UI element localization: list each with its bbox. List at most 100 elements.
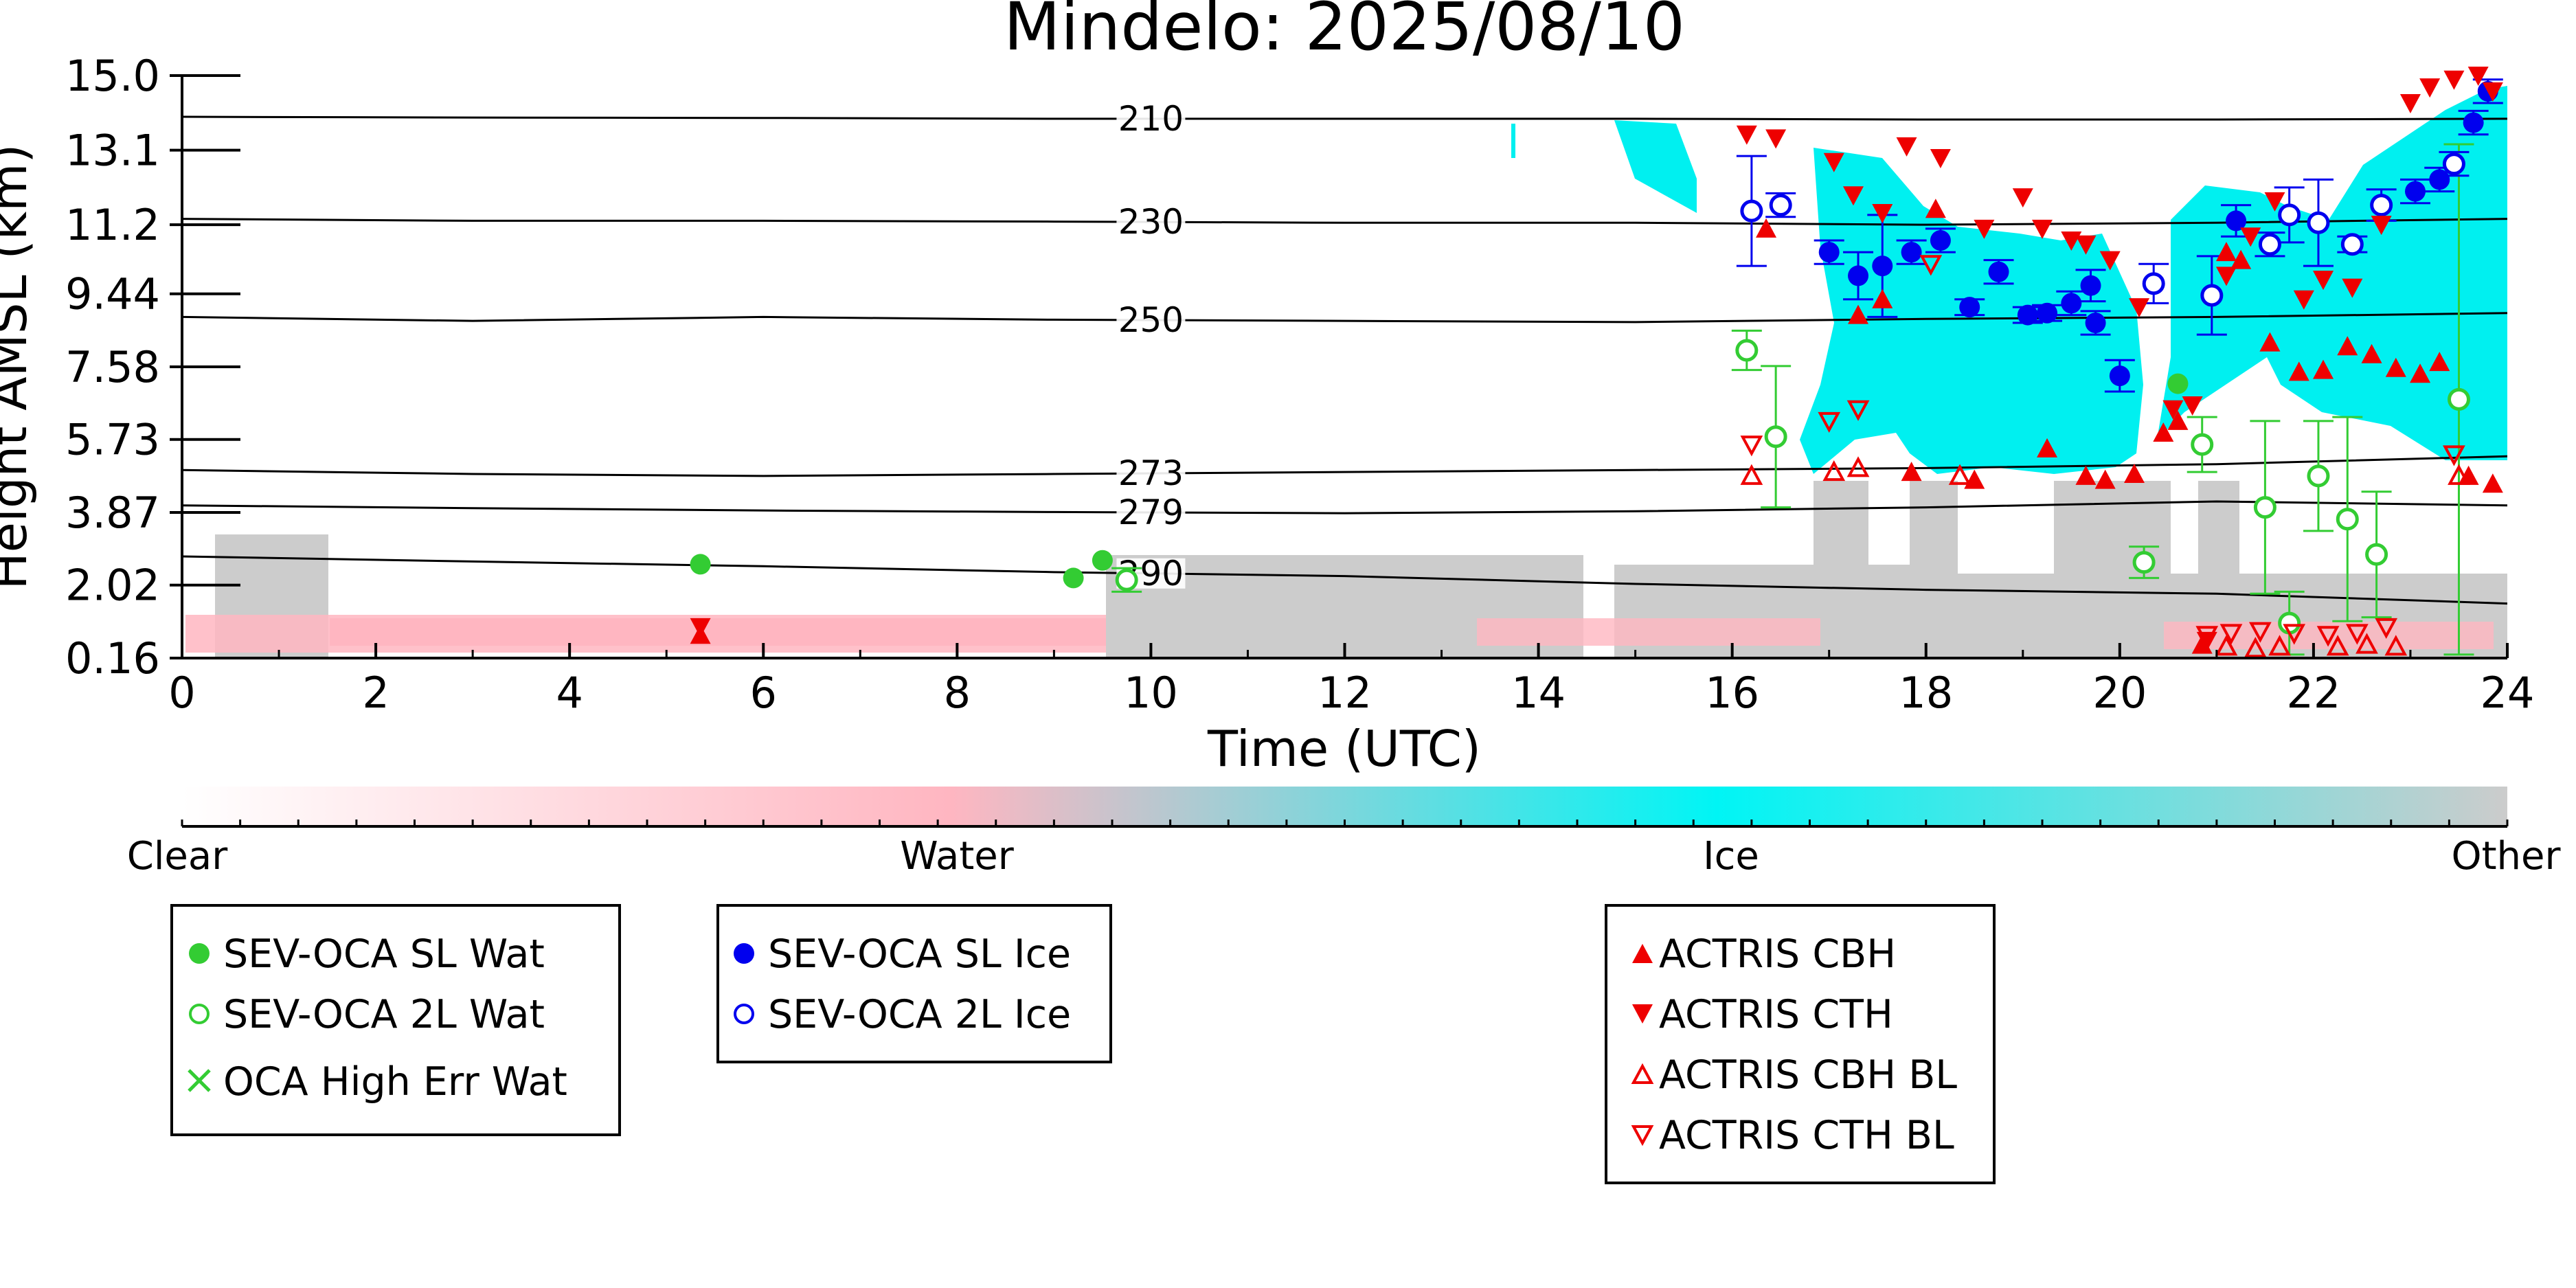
data-point <box>2226 210 2247 231</box>
data-point <box>2099 251 2121 271</box>
y-tick-label: 11.2 <box>65 200 160 250</box>
data-point <box>2278 203 2301 227</box>
data-point <box>2447 387 2470 411</box>
data-point <box>2307 464 2330 488</box>
data-point <box>2288 361 2309 381</box>
y-axis-label: Height AMSL (km) <box>0 144 38 590</box>
data-point <box>1115 568 1138 591</box>
x-tick-label: 22 <box>2286 668 2340 718</box>
isotherm-line <box>182 218 2507 226</box>
colorbar: Clear Water Ice Other <box>127 787 2561 879</box>
data-point <box>2200 284 2224 307</box>
data-point <box>1765 129 1787 149</box>
x-tick-label: 8 <box>944 668 971 718</box>
data-point <box>2429 352 2450 372</box>
data-point <box>2316 626 2340 647</box>
y-tick-label: 2.02 <box>65 561 160 611</box>
isotherm-line <box>182 115 2507 121</box>
data-point <box>1842 186 1864 206</box>
x-axis-ticks: 0 2 4 6 8 10 12 14 16 18 20 22 24 <box>168 643 2534 718</box>
data-point <box>1872 256 1893 277</box>
series-sev-oca-sl-ice <box>1818 80 2498 387</box>
legend-marker-cth <box>1632 1004 1653 1024</box>
legend-box-actris: ACTRIS CBH ACTRIS CTH ACTRIS CBH BL ACTR… <box>1605 904 1996 1184</box>
data-point <box>2037 302 2058 324</box>
data-point <box>2061 293 2082 314</box>
data-point <box>2248 622 2272 643</box>
series-actris-cth <box>690 67 2503 651</box>
series-actris-cth-bl <box>1740 255 2465 647</box>
data-point <box>2463 112 2484 133</box>
data-point <box>2167 410 2189 430</box>
data-point <box>2443 445 2465 466</box>
y-tick-label: 7.58 <box>65 342 160 392</box>
legend-entry-cbh: ACTRIS CBH <box>1659 931 1896 977</box>
x-tick-label: 2 <box>362 668 389 718</box>
data-point <box>2264 192 2285 212</box>
data-point <box>1740 464 1763 485</box>
isotherm-line <box>182 312 2507 324</box>
data-point <box>1063 567 1084 589</box>
data-point <box>1764 425 1787 449</box>
series-sev-oca-sl-wat <box>690 373 2189 589</box>
data-point <box>2448 464 2470 485</box>
data-point <box>2167 373 2189 394</box>
data-point <box>690 618 711 637</box>
y-tick-label: 13.1 <box>65 126 160 176</box>
data-point <box>2442 152 2465 176</box>
data-point <box>2162 400 2184 420</box>
data-point <box>2410 363 2431 383</box>
data-point <box>2012 188 2033 208</box>
isotherm-label: 250 <box>1118 300 1184 340</box>
legend-entry-cth-bl: ACTRIS CTH BL <box>1659 1113 1954 1158</box>
data-point <box>2258 233 2281 256</box>
data-point <box>1848 265 1869 286</box>
x-tick-label: 20 <box>2092 668 2147 718</box>
legend-entry-2l-wat: SEV-OCA 2L Wat <box>223 992 545 1037</box>
data-point <box>1974 219 1995 239</box>
data-point <box>1822 460 1846 482</box>
x-tick-label: 24 <box>2481 668 2535 718</box>
legend-marker-sl-wat <box>189 943 210 964</box>
legend-entry-2l-ice: SEV-OCA 2L Ice <box>768 992 1071 1037</box>
data-point <box>1872 289 1893 308</box>
y-tick-label: 0.16 <box>65 633 160 683</box>
data-point <box>2370 194 2393 217</box>
legend-entry-cbh-bl: ACTRIS CBH BL <box>1659 1052 1957 1098</box>
data-point <box>2080 275 2101 296</box>
legend-entry-sl-wat: SEV-OCA SL Wat <box>223 931 545 977</box>
x-tick-label: 16 <box>1705 668 1759 718</box>
data-point <box>2399 94 2421 113</box>
y-tick-label: 9.44 <box>65 269 160 319</box>
isotherm-label: 230 <box>1118 202 1184 242</box>
chart-title: Mindelo: 2025/08/10 <box>1004 0 1685 65</box>
data-point <box>2230 249 2252 269</box>
data-point <box>2313 359 2334 379</box>
data-point <box>2278 611 2301 635</box>
data-point <box>2182 396 2203 416</box>
data-point <box>2342 278 2363 298</box>
data-point <box>690 554 711 575</box>
data-point <box>2326 635 2349 656</box>
x-axis-label: Time (UTC) <box>1207 720 1481 778</box>
data-point <box>2085 313 2106 333</box>
isotherm-line <box>182 455 2507 477</box>
legend-marker-cbh <box>1632 944 1653 963</box>
isotherm-line <box>182 555 2507 605</box>
legend-entry-sl-ice: SEV-OCA SL Ice <box>768 931 1071 977</box>
data-point <box>1818 411 1841 433</box>
data-point <box>2109 365 2130 387</box>
legend-marker-2l-ice <box>734 1004 754 1024</box>
data-point <box>1959 297 1980 318</box>
data-point <box>1092 550 1113 571</box>
data-point <box>1823 152 1844 172</box>
data-point <box>1846 456 1870 477</box>
x-tick-label: 4 <box>556 668 583 718</box>
legend-marker-cbh-bl <box>1631 1063 1654 1084</box>
data-point <box>1846 400 1870 421</box>
data-point <box>1736 125 1757 145</box>
x-tick-label: 10 <box>1124 668 1178 718</box>
y-axis-ticks: 0.16 2.02 3.87 5.73 7.58 9.44 11.2 13.1 15.0 <box>65 51 240 683</box>
isotherm-label: 210 <box>1118 99 1184 139</box>
